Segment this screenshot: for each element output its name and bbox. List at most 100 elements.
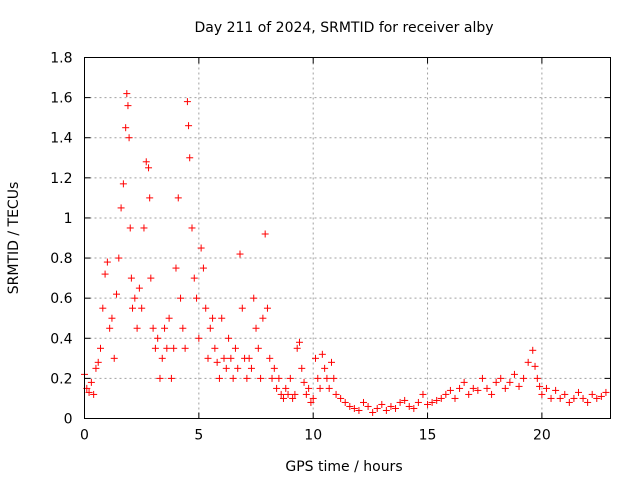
data-point [488,390,496,398]
data-point [145,164,153,172]
data-point [401,396,409,404]
data-point [99,304,107,312]
data-point [295,338,303,346]
data-point [270,364,278,372]
data-point [405,402,413,410]
data-point [321,364,329,372]
data-point [437,394,445,402]
data-point [302,390,310,398]
data-point [524,358,532,366]
data-point [465,390,473,398]
data-point [170,344,178,352]
data-point [231,344,239,352]
x-tick-label: 20 [533,428,551,444]
data-point [103,258,111,266]
data-point [387,402,395,410]
y-tick-label: 0 [64,412,73,428]
x-tick-label: 10 [304,428,322,444]
data-point [378,400,386,408]
data-point [346,402,354,410]
data-point [193,294,201,302]
data-point [122,124,130,132]
data-point [337,394,345,402]
data-point [570,394,578,402]
data-point [133,324,141,332]
data-point [138,304,146,312]
data-point [460,378,468,386]
data-point [204,354,212,362]
data-point [289,394,297,402]
data-point [135,284,143,292]
data-point [396,398,404,406]
data-point [156,374,164,382]
data-point [172,264,180,272]
data-point [126,224,134,232]
data-point [382,406,390,414]
data-point [197,244,205,252]
data-point [149,324,157,332]
y-tick-label: 1.4 [50,131,72,147]
axis-ticks: 0 0.2 0.4 0.6 0.8 1 1.2 1.4 1.6 1.8 0 5 10 15 20 [50,51,611,444]
data-point [261,230,269,238]
data-point [151,344,159,352]
data-point [497,374,505,382]
data-point [478,374,486,382]
data-point [85,388,93,396]
y-tick-label: 1.2 [50,171,72,187]
y-tick-label: 1.6 [50,91,72,107]
data-point [565,398,573,406]
data-point [127,274,135,282]
data-point [316,384,324,392]
x-tick-label: 0 [80,428,89,444]
data-point [547,394,555,402]
grid-lines [84,57,611,419]
data-point [243,374,251,382]
data-point [183,98,191,106]
data-point [158,354,166,362]
data-point [165,314,173,322]
data-point [373,404,381,412]
data-point [291,390,299,398]
y-tick-label: 0.2 [50,371,72,387]
y-tick-label: 0.8 [50,251,72,267]
data-point [125,134,133,142]
data-point [263,304,271,312]
data-point [542,384,550,392]
data-point [318,350,326,358]
data-point [311,354,319,362]
data-point [536,382,544,390]
data-point [446,386,454,394]
chart-title: Day 211 of 2024, SRMTID for receiver alb… [194,20,493,36]
data-point [602,388,610,396]
data-point [245,354,253,362]
data-point [174,194,182,202]
data-point [185,122,193,130]
data-point [202,304,210,312]
data-point [506,378,514,386]
data-point [282,384,290,392]
data-point [259,314,267,322]
data-point [227,354,235,362]
data-point [146,194,154,202]
data-point [433,396,441,404]
data-point [538,390,546,398]
data-point [123,90,131,98]
y-tick-label: 1 [64,211,73,227]
data-point [273,384,281,392]
data-point [520,374,528,382]
data-point [213,358,221,366]
data-point [181,344,189,352]
data-point [305,384,313,392]
data-point [588,390,596,398]
data-point [90,390,98,398]
data-point [188,224,196,232]
y-tick-label: 0.4 [50,331,72,347]
data-point [364,402,372,410]
data-point [298,364,306,372]
data-point [419,390,427,398]
data-point [268,374,276,382]
data-point [279,394,287,402]
data-point [529,346,537,354]
data-point [579,394,587,402]
data-point [515,382,523,390]
